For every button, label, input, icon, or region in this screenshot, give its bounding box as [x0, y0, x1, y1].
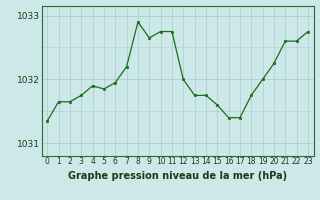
- X-axis label: Graphe pression niveau de la mer (hPa): Graphe pression niveau de la mer (hPa): [68, 171, 287, 181]
